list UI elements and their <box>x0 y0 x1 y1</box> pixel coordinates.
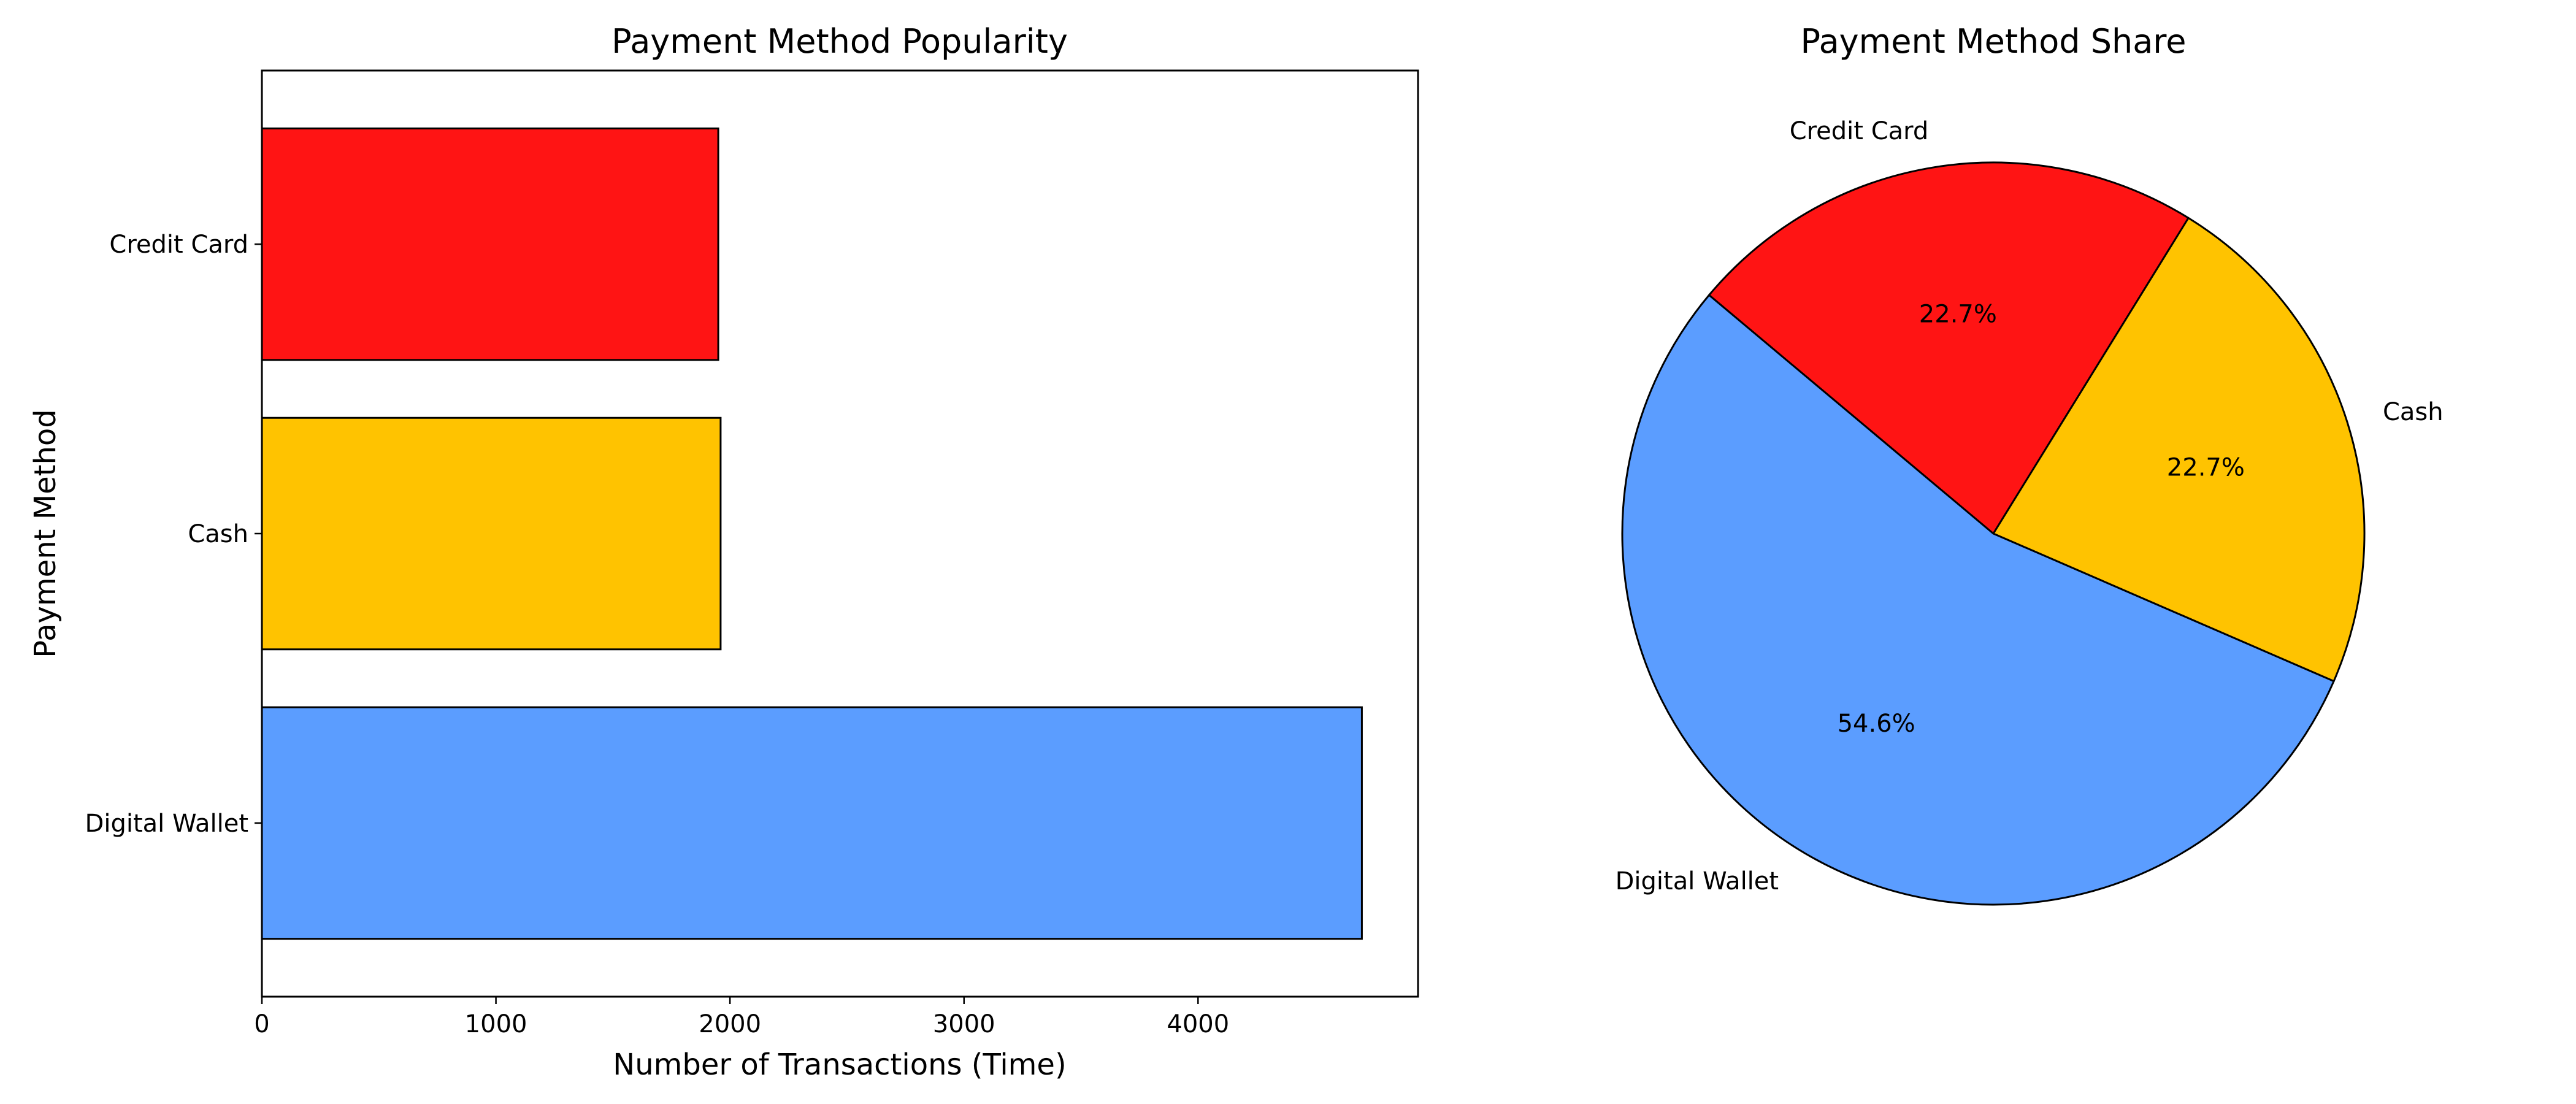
bar-chart-y-axis-label: Payment Method <box>28 409 63 657</box>
pie-percent-credit-card: 22.7% <box>1919 301 1997 329</box>
pie-label-digital-wallet: Digital Wallet <box>1616 867 1779 895</box>
bar-cash <box>261 416 722 651</box>
pie-label-credit-card: Credit Card <box>1790 117 1929 145</box>
pie-chart-slices <box>1621 161 2366 906</box>
pie-slice-digital-wallet <box>1621 294 2335 906</box>
y-tick-label-cash: Cash <box>188 520 248 548</box>
pie-slice-cash <box>1992 217 2366 683</box>
bar-chart-x-axis-label: Number of Transactions (Time) <box>613 1048 1066 1082</box>
pie-percent-cash: 22.7% <box>2167 453 2245 481</box>
pie-slice-credit-card <box>1708 161 2190 535</box>
bar-digital-wallet <box>261 706 1363 940</box>
bar-chart-ticks: Digital Wallet Cash Credit Card 0 1000 2000 30… <box>85 231 1230 1038</box>
pie-chart-labels: Credit Card 22.7% Cash 22.7% Digital Wallet 5… <box>1616 117 2444 895</box>
bar-chart-bars <box>261 127 1363 940</box>
pie-label-cash: Cash <box>2383 398 2444 426</box>
bar-chart: Payment Method Popularity Digital Wallet… <box>28 22 1419 1082</box>
y-tick-label-digital-wallet: Digital Wallet <box>85 810 248 838</box>
x-tick-label-3000: 3000 <box>933 1010 995 1038</box>
x-tick-label-0: 0 <box>254 1010 269 1038</box>
y-tick-label-credit-card: Credit Card <box>109 231 248 259</box>
x-tick-label-2000: 2000 <box>699 1010 761 1038</box>
pie-chart-title: Payment Method Share <box>1800 22 2186 61</box>
pie-chart: Payment Method Share Credit Card 22.7% Cas… <box>1616 22 2444 906</box>
x-tick-label-1000: 1000 <box>465 1010 527 1038</box>
bar-chart-frame <box>261 69 1419 998</box>
pie-percent-digital-wallet: 54.6% <box>1838 710 1915 738</box>
x-tick-label-4000: 4000 <box>1167 1010 1229 1038</box>
bar-chart-title: Payment Method Popularity <box>611 22 1068 61</box>
bar-credit-card <box>261 127 719 361</box>
